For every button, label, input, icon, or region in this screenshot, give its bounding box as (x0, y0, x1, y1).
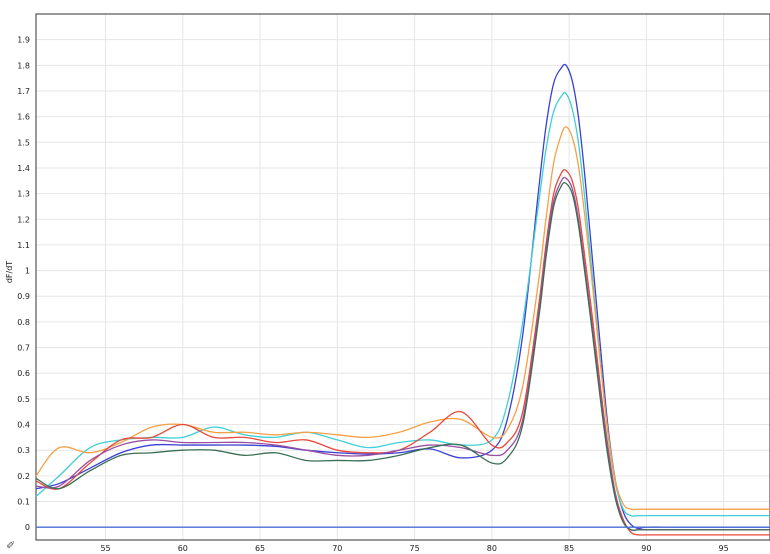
x-tick-label: 55 (100, 544, 110, 553)
x-tick-label: 70 (332, 544, 342, 553)
tick-labels: 55 60 65 70 75 80 85 90 95 0 0.1 0.2 0.3 0.4 0.5 0.6 0.7… (17, 36, 728, 553)
series-line-6 (35, 181, 770, 531)
y-tick-label: 0.7 (17, 344, 30, 353)
y-tick-label: 0.9 (17, 292, 30, 301)
y-tick-label: 0.8 (17, 318, 30, 327)
y-tick-label: 0.4 (17, 421, 30, 430)
series-line-1 (35, 63, 770, 530)
y-tick-label: 1.9 (17, 36, 30, 45)
x-tick-label: 80 (487, 544, 497, 553)
y-tick-label: 0.1 (17, 498, 30, 507)
y-tick-label: 1 (25, 267, 30, 276)
pin-icon[interactable]: ✐ (6, 539, 16, 552)
series-line-4 (35, 169, 770, 536)
y-tick-label: 0.5 (17, 395, 30, 404)
y-tick-label: 1.4 (17, 164, 30, 173)
y-tick-label: 0.6 (17, 369, 30, 378)
y-tick-label: 1.1 (17, 241, 30, 250)
x-tick-label: 90 (641, 544, 651, 553)
x-tick-label: 95 (719, 544, 729, 553)
x-tick-label: 85 (564, 544, 574, 553)
y-axis-label: dF/dT (5, 261, 14, 283)
y-tick-label: 1.3 (17, 190, 30, 199)
grid (36, 14, 770, 540)
plot-frame (35, 13, 770, 541)
series-line-2 (35, 91, 770, 517)
series-line-5 (35, 176, 770, 531)
x-tick-label: 60 (178, 544, 188, 553)
y-tick-label: 0.3 (17, 446, 30, 455)
x-tick-label: 75 (409, 544, 419, 553)
y-tick-label: 1.5 (17, 138, 30, 147)
series-line-3 (35, 126, 770, 511)
series-group (35, 63, 770, 536)
y-tick-label: 1.6 (17, 113, 30, 122)
y-tick-label: 0 (25, 523, 30, 532)
y-tick-label: 1.7 (17, 87, 30, 96)
y-tick-label: 1.8 (17, 61, 30, 70)
y-tick-label: 0.2 (17, 472, 30, 481)
x-tick-label: 65 (255, 544, 265, 553)
y-tick-label: 1.2 (17, 215, 30, 224)
